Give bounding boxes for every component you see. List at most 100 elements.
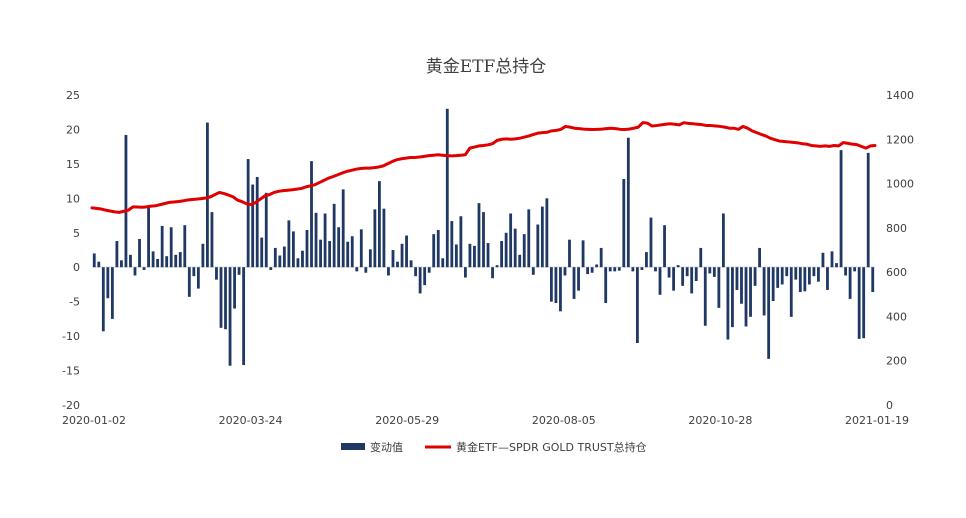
bar [296, 258, 300, 268]
bar [310, 161, 313, 268]
left-tick-label: 15 [66, 158, 80, 171]
bar [726, 267, 730, 340]
bar [482, 212, 485, 268]
bar [690, 267, 694, 294]
bar [332, 203, 336, 268]
bar [844, 267, 847, 276]
bar [97, 261, 101, 268]
right-tick-label: 1200 [886, 133, 914, 146]
bar [269, 267, 273, 270]
bar [540, 206, 544, 268]
bar [237, 267, 241, 275]
x-tick-label: 2020-08-05 [532, 414, 596, 427]
bar [699, 247, 703, 268]
bar [667, 267, 671, 278]
bar [468, 243, 472, 268]
bar [292, 231, 295, 268]
bar [762, 267, 766, 316]
left-tick-label: -5 [69, 296, 80, 309]
bar [681, 267, 685, 286]
bar [495, 265, 499, 268]
bar [110, 267, 114, 319]
bar [400, 243, 404, 268]
left-tick-label: -10 [62, 330, 80, 343]
bar [866, 152, 870, 268]
bar [758, 247, 761, 268]
bar [101, 267, 105, 332]
bar [826, 267, 829, 290]
left-tick-label: 10 [66, 192, 80, 205]
bar [436, 230, 440, 268]
x-tick-label: 2020-03-24 [219, 414, 283, 427]
bar [450, 221, 454, 268]
bar [798, 267, 802, 293]
bar [414, 267, 418, 277]
bar [251, 184, 255, 268]
bar [396, 261, 399, 268]
bar [192, 267, 196, 277]
bar [273, 247, 277, 268]
bar [129, 254, 132, 268]
bar [224, 267, 227, 330]
bar [183, 225, 187, 268]
left-axis: 25 20 15 10 5 0 -5 -10 -15 -20 [62, 89, 80, 412]
bar [586, 267, 590, 275]
bar [613, 267, 617, 272]
bar [640, 267, 644, 270]
bar [559, 267, 562, 312]
bar [142, 267, 146, 270]
bar [314, 212, 318, 268]
legend: 变动值 黄金ETF—SPDR GOLD TRUST总持仓 [341, 440, 647, 454]
bar [568, 239, 571, 268]
bar [187, 267, 191, 297]
bar [595, 264, 599, 268]
bar [491, 267, 494, 279]
bar [731, 267, 734, 328]
bar [500, 241, 504, 268]
x-tick-label: 2020-10-28 [688, 414, 752, 427]
bar [355, 267, 359, 272]
bar [215, 267, 218, 280]
bar [830, 251, 834, 268]
bar [504, 232, 508, 268]
legend-line-label: 黄金ETF—SPDR GOLD TRUST总持仓 [456, 440, 647, 454]
bar [341, 189, 345, 268]
bar-series [92, 108, 875, 366]
left-tick-label: -15 [62, 365, 80, 378]
bar [740, 267, 743, 304]
bar [305, 230, 309, 268]
left-tick-label: 5 [73, 227, 80, 240]
bar [473, 245, 476, 268]
left-tick-label: 20 [66, 123, 80, 136]
bar [378, 181, 381, 268]
bar [744, 267, 748, 327]
bar [658, 267, 662, 295]
bar [445, 108, 449, 268]
x-tick-label: 2020-01-02 [62, 414, 126, 427]
bar [812, 267, 816, 277]
bar [509, 213, 513, 268]
bar [156, 258, 160, 268]
bar [350, 236, 354, 268]
bar [721, 213, 725, 268]
bar [654, 267, 657, 272]
bar [301, 250, 304, 268]
left-tick-label: -20 [62, 399, 80, 412]
bar [427, 267, 431, 273]
bar [133, 267, 137, 276]
bar [282, 246, 286, 268]
bar [454, 244, 458, 268]
bar [753, 267, 757, 286]
bar [391, 250, 395, 268]
bar [120, 260, 123, 268]
x-tick-label: 2020-05-29 [375, 414, 439, 427]
bar [527, 209, 531, 268]
bar [631, 267, 635, 272]
bar [260, 237, 264, 268]
bar [328, 241, 332, 268]
bar [346, 241, 350, 268]
right-tick-label: 0 [886, 399, 893, 412]
bar [206, 122, 209, 268]
bar [545, 198, 549, 268]
